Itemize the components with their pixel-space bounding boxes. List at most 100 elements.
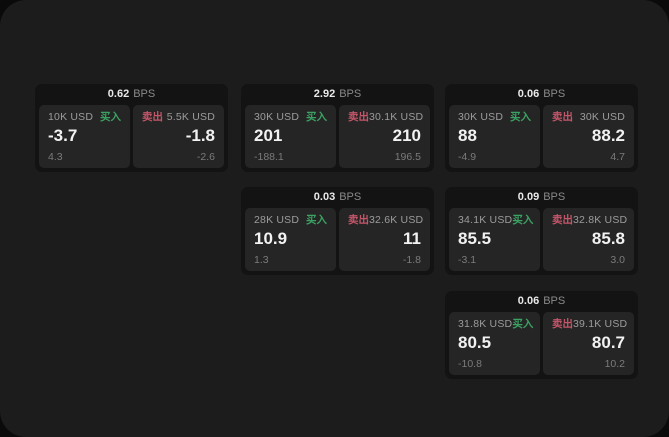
buy-panel-top: 28K USD 买入 <box>254 215 327 226</box>
quote-card: 0.03 BPS 28K USD 买入 10.9 1.3 卖出 32.6K US… <box>241 187 434 275</box>
spread-header: 0.09 BPS <box>449 187 634 208</box>
buy-panel-top: 30K USD 买入 <box>254 112 327 123</box>
buy-quote-panel[interactable]: 10K USD 买入 -3.7 4.3 <box>39 105 130 168</box>
sell-change: 10.2 <box>604 357 625 370</box>
sell-change: 4.7 <box>610 150 625 163</box>
spread-header: 0.62 BPS <box>39 84 224 105</box>
buy-change: -4.9 <box>458 150 477 163</box>
sell-side-label: 卖出 <box>348 214 369 226</box>
quote-card: 0.06 BPS 30K USD 买入 88 -4.9 卖出 30K USD <box>445 84 638 172</box>
buy-quote-panel[interactable]: 30K USD 买入 201 -188.1 <box>245 105 336 168</box>
sell-change: 196.5 <box>394 150 421 163</box>
buy-change: -3.1 <box>458 253 477 266</box>
buy-price: 10.9 <box>254 228 288 248</box>
spread-unit-label: BPS <box>133 88 156 100</box>
spread-value: 0.09 <box>517 191 540 203</box>
sell-price: 85.8 <box>591 228 625 248</box>
buy-change: 4.3 <box>48 150 63 163</box>
buy-change: -10.8 <box>458 357 482 370</box>
sell-quote-panel[interactable]: 卖出 32.8K USD 85.8 3.0 <box>543 208 634 271</box>
quote-panels: 30K USD 买入 88 -4.9 卖出 30K USD 88.2 4.7 <box>449 105 634 168</box>
quote-panels: 34.1K USD 买入 85.5 -3.1 卖出 32.8K USD 85.8… <box>449 208 634 271</box>
sell-amount: 30.1K USD <box>369 111 424 123</box>
spread-unit-label: BPS <box>543 88 566 100</box>
buy-panel-top: 34.1K USD 买入 <box>458 214 534 226</box>
spread-unit-label: BPS <box>543 191 566 203</box>
quote-card: 0.06 BPS 31.8K USD 买入 80.5 -10.8 卖出 39.1… <box>445 291 638 379</box>
buy-price: 201 <box>254 125 283 145</box>
buy-side-label: 买入 <box>512 318 534 330</box>
sell-quote-panel[interactable]: 卖出 32.6K USD 11 -1.8 <box>339 208 430 271</box>
sell-price: 210 <box>392 125 421 145</box>
buy-price: 80.5 <box>458 332 492 352</box>
buy-side-label: 买入 <box>510 111 531 123</box>
buy-amount: 28K USD <box>254 214 300 226</box>
buy-amount: 30K USD <box>254 111 300 123</box>
sell-quote-panel[interactable]: 卖出 30.1K USD 210 196.5 <box>339 105 430 168</box>
buy-price: 88 <box>458 125 477 145</box>
buy-panel-top: 31.8K USD 买入 <box>458 318 534 330</box>
sell-panel-top: 卖出 39.1K USD <box>552 318 628 330</box>
spread-value: 0.03 <box>313 191 336 203</box>
sell-side-label: 卖出 <box>552 111 573 123</box>
sell-quote-panel[interactable]: 卖出 5.5K USD -1.8 -2.6 <box>133 105 224 168</box>
sell-side-label: 卖出 <box>552 214 573 226</box>
spread-header: 2.92 BPS <box>245 84 430 105</box>
spread-value: 0.06 <box>517 88 540 100</box>
quote-panels: 31.8K USD 买入 80.5 -10.8 卖出 39.1K USD 80.… <box>449 312 634 375</box>
sell-panel-top: 卖出 30.1K USD <box>348 111 424 123</box>
buy-price: 85.5 <box>458 228 492 248</box>
sell-price: 11 <box>403 228 421 248</box>
buy-side-label: 买入 <box>100 111 121 123</box>
sell-panel-top: 卖出 32.6K USD <box>348 214 424 226</box>
spread-unit-label: BPS <box>339 191 362 203</box>
buy-panel-top: 10K USD 买入 <box>48 112 121 123</box>
sell-quote-panel[interactable]: 卖出 30K USD 88.2 4.7 <box>543 105 634 168</box>
buy-side-label: 买入 <box>306 214 327 226</box>
quote-card: 0.62 BPS 10K USD 买入 -3.7 4.3 卖出 5.5K USD <box>35 84 228 172</box>
buy-quote-panel[interactable]: 34.1K USD 买入 85.5 -3.1 <box>449 208 540 271</box>
sell-amount: 32.8K USD <box>573 214 628 226</box>
sell-panel-top: 卖出 30K USD <box>552 112 625 123</box>
buy-panel-top: 30K USD 买入 <box>458 112 531 123</box>
sell-side-label: 卖出 <box>142 111 163 123</box>
buy-amount: 10K USD <box>48 111 94 123</box>
quote-panels: 10K USD 买入 -3.7 4.3 卖出 5.5K USD -1.8 -2.… <box>39 105 224 168</box>
spread-unit-label: BPS <box>339 88 362 100</box>
buy-side-label: 买入 <box>306 111 327 123</box>
buy-amount: 31.8K USD <box>458 318 513 330</box>
sell-price: -1.8 <box>185 125 215 145</box>
quote-panels: 28K USD 买入 10.9 1.3 卖出 32.6K USD 11 -1.8 <box>245 208 430 271</box>
quote-panels: 30K USD 买入 201 -188.1 卖出 30.1K USD 210 1… <box>245 105 430 168</box>
sell-change: -1.8 <box>402 253 421 266</box>
sell-amount: 30K USD <box>579 111 625 123</box>
sell-panel-top: 卖出 5.5K USD <box>142 112 215 123</box>
spread-unit-label: BPS <box>543 295 566 307</box>
spread-value: 0.06 <box>517 295 540 307</box>
buy-change: -188.1 <box>254 150 284 163</box>
buy-quote-panel[interactable]: 28K USD 买入 10.9 1.3 <box>245 208 336 271</box>
buy-side-label: 买入 <box>512 214 534 226</box>
buy-amount: 34.1K USD <box>458 214 513 226</box>
buy-change: 1.3 <box>254 253 269 266</box>
sell-amount: 39.1K USD <box>573 318 628 330</box>
buy-price: -3.7 <box>48 125 78 145</box>
buy-quote-panel[interactable]: 31.8K USD 买入 80.5 -10.8 <box>449 312 540 375</box>
sell-price: 80.7 <box>591 332 625 352</box>
buy-quote-panel[interactable]: 30K USD 买入 88 -4.9 <box>449 105 540 168</box>
sell-side-label: 卖出 <box>552 318 573 330</box>
sell-quote-panel[interactable]: 卖出 39.1K USD 80.7 10.2 <box>543 312 634 375</box>
sell-panel-top: 卖出 32.8K USD <box>552 214 628 226</box>
sell-amount: 5.5K USD <box>166 111 215 123</box>
sell-amount: 32.6K USD <box>369 214 424 226</box>
spread-header: 0.03 BPS <box>245 187 430 208</box>
quote-card: 0.09 BPS 34.1K USD 买入 85.5 -3.1 卖出 32.8K… <box>445 187 638 275</box>
spread-header: 0.06 BPS <box>449 84 634 105</box>
spread-value: 0.62 <box>107 88 130 100</box>
spread-header: 0.06 BPS <box>449 291 634 312</box>
buy-amount: 30K USD <box>458 111 504 123</box>
sell-change: 3.0 <box>610 253 625 266</box>
sell-side-label: 卖出 <box>348 111 369 123</box>
